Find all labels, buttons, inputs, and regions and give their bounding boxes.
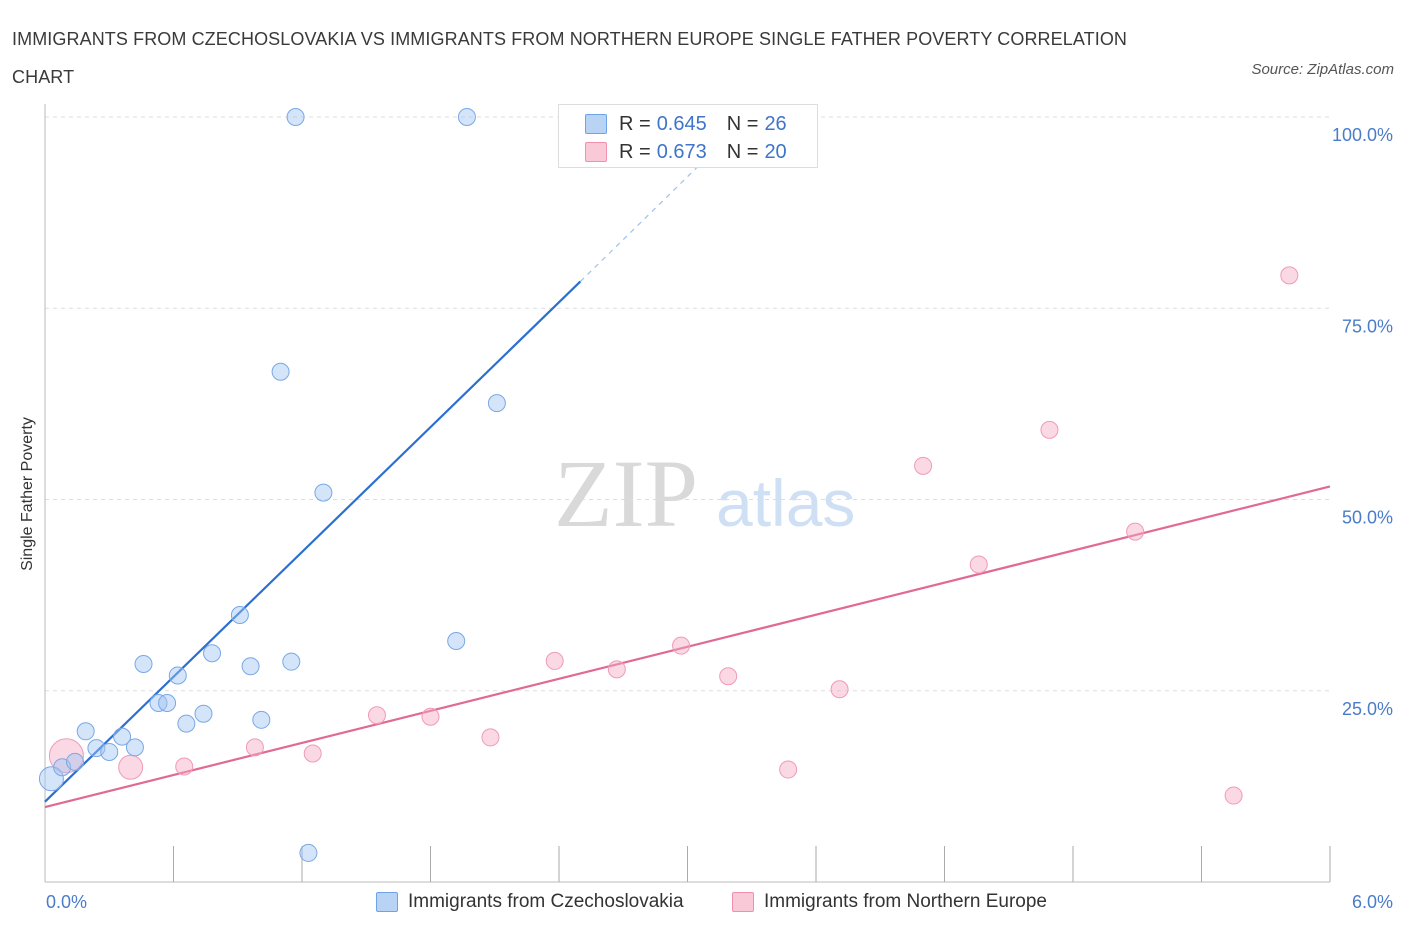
data-point-northern-europe xyxy=(607,660,626,679)
x-tick-label: 0.0% xyxy=(46,892,87,912)
source-label: Source: ZipAtlas.com xyxy=(1251,61,1394,78)
data-point-czechoslovakia xyxy=(203,644,222,663)
data-point-northern-europe xyxy=(118,754,144,780)
data-point-northern-europe xyxy=(719,667,738,686)
data-point-czechoslovakia xyxy=(314,483,333,502)
data-point-northern-europe xyxy=(1224,786,1243,805)
data-point-northern-europe xyxy=(421,707,440,726)
series-name: Immigrants from Czechoslovakia xyxy=(408,891,684,912)
data-point-czechoslovakia xyxy=(230,606,249,625)
legend-row-northern-europe: R = 0.673 N = 20 xyxy=(585,139,787,165)
legend-r-value: 0.645 xyxy=(656,112,707,135)
legend-swatch-pink xyxy=(732,892,754,912)
watermark-atlas: atlas xyxy=(716,466,855,540)
y-tick-label: 25.0% xyxy=(1342,699,1393,719)
trendline-northern-europe xyxy=(44,485,1331,809)
data-point-czechoslovakia xyxy=(38,766,64,792)
data-point-czechoslovakia xyxy=(113,727,132,746)
data-point-czechoslovakia xyxy=(286,108,305,126)
data-point-czechoslovakia xyxy=(158,693,177,712)
watermark-zip: ZIP xyxy=(554,440,698,547)
data-point-northern-europe xyxy=(481,728,500,747)
data-point-czechoslovakia xyxy=(299,843,318,862)
trendline-czechoslovakia xyxy=(44,280,582,803)
data-point-northern-europe xyxy=(1126,522,1145,541)
data-point-czechoslovakia xyxy=(76,722,95,741)
data-point-czechoslovakia xyxy=(134,654,153,673)
data-point-northern-europe xyxy=(367,706,386,725)
data-point-northern-europe xyxy=(545,651,564,670)
data-point-czechoslovakia xyxy=(65,752,84,771)
y-tick-label: 75.0% xyxy=(1342,316,1393,336)
data-point-northern-europe xyxy=(175,757,194,776)
data-point-czechoslovakia xyxy=(447,632,466,651)
legend-n-label: N = xyxy=(726,140,759,163)
data-point-northern-europe xyxy=(245,738,264,757)
series-name: Immigrants from Northern Europe xyxy=(764,891,1047,912)
data-point-northern-europe xyxy=(672,636,691,655)
data-point-northern-europe xyxy=(1040,420,1059,439)
legend-r-label: R = xyxy=(619,112,651,135)
legend-n-value: 20 xyxy=(764,140,787,163)
legend-swatch-blue xyxy=(585,114,607,134)
legend-row-czechoslovakia: R = 0.645 N = 26 xyxy=(585,111,787,137)
data-point-northern-europe xyxy=(48,738,84,774)
data-point-czechoslovakia xyxy=(177,714,196,733)
trendline-extension xyxy=(579,144,721,282)
data-point-czechoslovakia xyxy=(194,704,213,723)
y-tick-label: 50.0% xyxy=(1342,508,1393,528)
y-tick-label: 100.0% xyxy=(1332,125,1393,145)
data-point-czechoslovakia xyxy=(252,710,271,729)
data-point-czechoslovakia xyxy=(241,657,260,676)
legend-r-label: R = xyxy=(619,140,651,163)
chart-title: IMMIGRANTS FROM CZECHOSLOVAKIA VS IMMIGR… xyxy=(12,29,1128,87)
x-tick-label: 6.0% xyxy=(1352,892,1393,912)
legend-swatch-pink xyxy=(585,142,607,162)
data-point-czechoslovakia xyxy=(271,362,290,381)
data-point-northern-europe xyxy=(303,744,322,763)
data-point-czechoslovakia xyxy=(457,108,476,126)
legend-n-label: N = xyxy=(726,112,759,135)
data-point-czechoslovakia xyxy=(168,666,187,685)
legend-r-value: 0.673 xyxy=(656,140,707,163)
data-point-czechoslovakia xyxy=(282,652,301,671)
data-point-czechoslovakia xyxy=(100,742,119,761)
data-point-northern-europe xyxy=(1280,266,1299,285)
series-legend-northern-europe: Immigrants from Northern Europe xyxy=(732,889,1047,915)
legend-swatch-blue xyxy=(376,892,398,912)
data-point-northern-europe xyxy=(779,760,798,779)
data-point-northern-europe xyxy=(830,680,849,699)
data-point-czechoslovakia xyxy=(487,394,506,413)
series-legend-czechoslovakia: Immigrants from Czechoslovakia xyxy=(376,889,684,915)
data-point-northern-europe xyxy=(969,555,988,574)
data-point-czechoslovakia xyxy=(125,738,144,757)
legend-n-value: 26 xyxy=(764,112,787,135)
data-point-northern-europe xyxy=(914,456,933,475)
correlation-legend: R = 0.645 N = 26 R = 0.673 N = 20 xyxy=(558,104,818,168)
